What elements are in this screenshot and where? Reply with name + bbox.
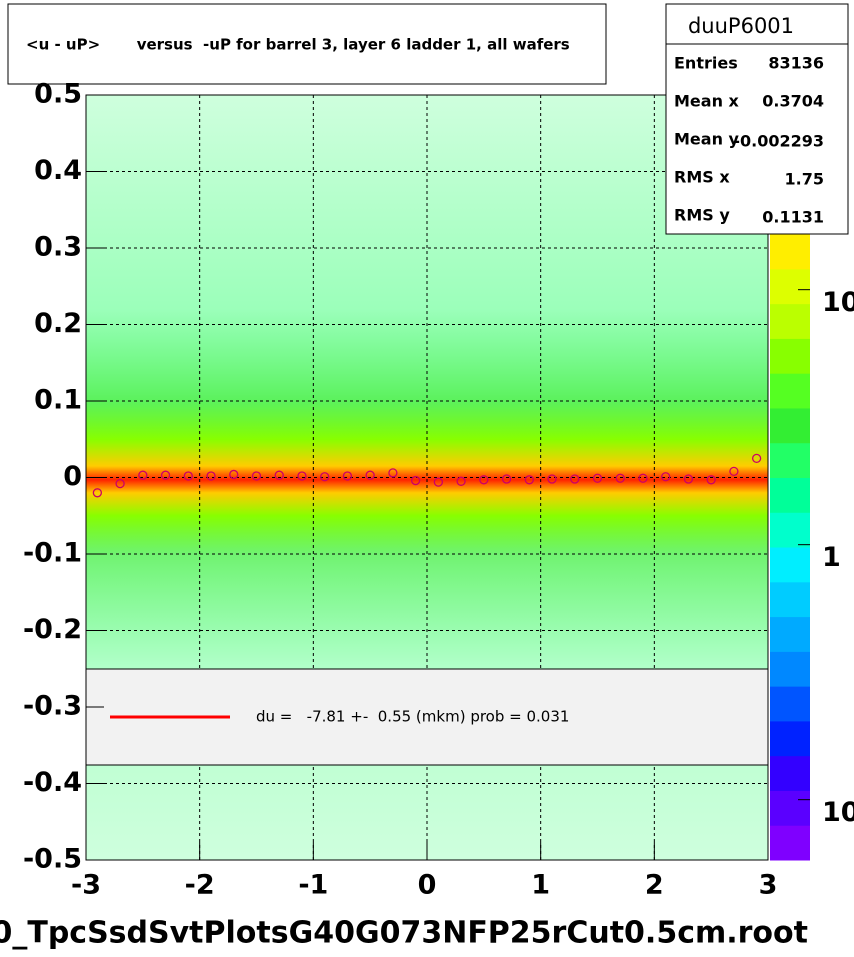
palette-box [770, 303, 810, 339]
palette-box [770, 616, 810, 652]
profile-point [342, 471, 353, 481]
palette-box [770, 720, 810, 757]
palette-box [770, 442, 810, 478]
stats-value: 0.1131 [762, 208, 824, 227]
profile-point [592, 473, 603, 483]
palette-box [770, 581, 810, 618]
z-tick-label: 1 [822, 542, 841, 573]
profile-point [751, 453, 762, 464]
palette-box [770, 338, 810, 374]
profile-point [320, 472, 330, 482]
palette-box [770, 477, 810, 513]
x-tick-label: -1 [298, 870, 328, 901]
profile-point [524, 475, 534, 485]
stats-value: 0.3704 [762, 92, 824, 111]
profile-point [661, 472, 671, 482]
stats-label: Entries [674, 54, 738, 73]
profile-point [183, 471, 193, 481]
profile-point [547, 474, 557, 484]
x-tick-label: -3 [71, 870, 101, 901]
stats-value: -0.002293 [733, 132, 824, 151]
profile-point [388, 468, 398, 478]
palette-box [770, 651, 810, 687]
profile-point [206, 471, 216, 481]
palette-box [770, 686, 810, 722]
palette-box [770, 755, 810, 791]
x-axis-title: ss50_TpcSsdSvtPlotsG40G073NFP25rCut0.5cm… [0, 916, 808, 951]
y-tick-label: -0.1 [23, 538, 82, 569]
stats-box [665, 3, 849, 235]
palette-box [770, 268, 810, 305]
chart-title: <u - uP> versus -uP for barrel 3, layer … [26, 36, 570, 54]
stats-title: duuP6001 [688, 14, 794, 38]
x-tick-label: 3 [759, 870, 778, 901]
profile-point [479, 475, 489, 485]
palette-box [770, 512, 810, 548]
stats-label: RMS x [674, 168, 730, 187]
x-tick-label: 1 [531, 870, 550, 901]
profile-point [638, 473, 648, 483]
z-tick-label: 10 [822, 797, 854, 828]
x-tick-label: 2 [645, 870, 664, 901]
profile-point [570, 474, 580, 484]
palette-box [770, 234, 810, 270]
profile-point [138, 470, 148, 480]
profile-point [410, 475, 421, 486]
profile [92, 453, 762, 498]
profile-point [92, 488, 103, 498]
y-tick-label: 0.5 [34, 79, 82, 110]
palette-box [770, 825, 810, 861]
profile-point [365, 470, 375, 480]
profile-point [229, 469, 239, 480]
z-tick-label: 10 [822, 287, 854, 318]
y-tick-label: 0.4 [34, 155, 82, 186]
profile-point [160, 470, 171, 480]
palette-box [770, 790, 810, 826]
y-tick-label: -0.2 [23, 614, 82, 645]
profile-point [274, 470, 284, 480]
stats-value: 1.75 [785, 170, 824, 189]
stats-label: Mean x [674, 92, 740, 111]
legend-text: du = -7.81 +- 0.55 (mkm) prob = 0.031 [256, 708, 569, 726]
y-tick-label: 0.3 [34, 232, 82, 263]
profile-point [683, 474, 694, 484]
x-tick-label: -2 [185, 870, 215, 901]
profile-point [297, 471, 307, 481]
stats-value: 83136 [768, 54, 824, 73]
palette-box [770, 547, 810, 583]
profile-point [251, 471, 262, 481]
x-tick-label: 0 [418, 870, 437, 901]
y-tick-label: -0.3 [23, 691, 82, 722]
y-tick-label: -0.5 [23, 844, 82, 875]
palette-box [770, 407, 810, 444]
y-tick-label: -0.4 [23, 767, 82, 798]
profile-point [615, 473, 625, 483]
profile-point [501, 474, 512, 484]
title-box [7, 3, 607, 85]
profile-point [115, 478, 125, 489]
y-tick-label: 0 [63, 461, 82, 492]
profile-point [433, 477, 444, 487]
profile-point [456, 476, 466, 486]
stats-label: Mean y [674, 130, 740, 149]
stats-label: RMS y [674, 206, 730, 225]
palette-box [770, 373, 810, 409]
profile-point [706, 475, 716, 485]
y-tick-label: 0.1 [34, 385, 82, 416]
profile-point [729, 466, 739, 477]
y-tick-label: 0.2 [34, 308, 82, 339]
